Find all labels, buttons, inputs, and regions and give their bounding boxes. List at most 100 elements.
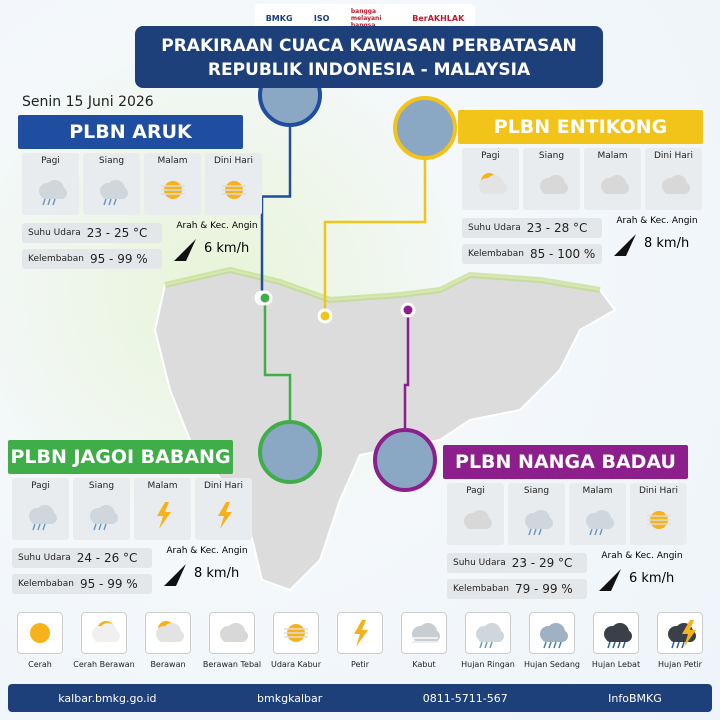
logo: BerAKHLAK	[412, 13, 465, 23]
legend-item: Hujan Sedang	[520, 612, 584, 669]
cloud	[663, 186, 688, 194]
info-value: 95 - 99 %	[79, 577, 138, 591]
period-card: Dini Hari	[645, 148, 702, 210]
social[interactable]: bmkgkalbar	[257, 691, 323, 705]
cloud	[30, 516, 55, 524]
logo: bangga melayani bangsa	[350, 7, 382, 29]
legend-item: Cerah	[8, 612, 72, 669]
period-card: Siang	[523, 148, 580, 210]
legend-icon	[529, 612, 575, 654]
info-value: 23 - 29 °C	[511, 556, 573, 570]
period-card: Malam	[134, 478, 191, 540]
weather-icon	[646, 511, 671, 529]
wind-value: 8 km/h	[644, 236, 690, 251]
cloud	[478, 634, 502, 642]
cloud	[40, 191, 65, 199]
info-value: 85 - 100 %	[529, 247, 596, 261]
period-label: Pagi	[31, 481, 50, 491]
period-label: Siang	[538, 151, 565, 161]
legend-icon	[17, 612, 63, 654]
period-label: Pagi	[41, 156, 60, 166]
legend-item: Petir	[328, 612, 392, 669]
period-label: Dini Hari	[639, 486, 678, 496]
wind-label: Arah & Kec. Angin	[176, 221, 258, 231]
weather-icon	[585, 510, 614, 536]
period-label: Siang	[98, 156, 125, 166]
weather-icon	[539, 175, 568, 194]
wind-value: 6 km/h	[629, 571, 675, 586]
wind-label: Arah & Kec. Angin	[166, 546, 248, 556]
rain	[617, 641, 621, 649]
period-label: Malam	[157, 156, 188, 166]
station-panel: PLBN ARUK Pagi Siang Malam Dini Hari Suhu Uda…	[18, 115, 268, 280]
rain	[537, 528, 542, 536]
weather-icon	[478, 173, 507, 194]
legend-icon	[657, 612, 703, 654]
logo: ISO	[313, 13, 330, 23]
location-pin	[400, 302, 416, 318]
rain	[41, 523, 46, 531]
rain	[622, 641, 626, 649]
rain	[51, 198, 56, 206]
legend-label: Hujan Lebat	[591, 660, 641, 669]
info-row: Kelembaban 95 - 99 %	[12, 574, 152, 594]
info-row: Kelembaban 85 - 100 %	[462, 244, 602, 264]
arrow	[599, 569, 621, 591]
period-card: Malam	[144, 153, 201, 215]
station-panel: PLBN JAGOI BABANG Pagi Siang Malam Dini Hari…	[8, 440, 258, 605]
date: Senin 15 Juni 2026	[22, 94, 154, 110]
legend-item: Berawan	[136, 612, 200, 669]
weather-icon	[220, 623, 248, 642]
station-name: PLBN JAGOI BABANG	[8, 440, 233, 474]
rain	[479, 641, 483, 649]
rain	[36, 523, 41, 531]
legend-label: Berawan	[150, 660, 186, 669]
sun	[30, 623, 50, 643]
info-label: Suhu Udara	[28, 228, 81, 238]
rain	[31, 523, 36, 531]
info-row: Kelembaban 79 - 99 %	[447, 579, 587, 599]
wind-box: Arah & Kec. Angin 6 km/h	[168, 221, 266, 271]
weather-icon	[412, 623, 440, 643]
period-card: Pagi	[12, 478, 69, 540]
wind-value: 8 km/h	[194, 566, 240, 581]
legend-item: Hujan Petir	[648, 612, 712, 669]
weather-icon	[38, 180, 67, 206]
rain	[612, 641, 616, 649]
cloud	[526, 521, 551, 529]
logo: BMKG	[265, 13, 293, 23]
period-card: Malam	[569, 483, 626, 545]
legend-label: Kabut	[412, 660, 436, 669]
legend-label: Berawan Tebal	[202, 660, 262, 669]
app[interactable]: InfoBMKG	[608, 691, 662, 705]
info-label: Kelembaban	[18, 579, 74, 589]
cloud	[101, 191, 126, 199]
weather-icon	[540, 623, 568, 649]
weather-icon	[221, 181, 246, 199]
weather-icon	[160, 181, 185, 199]
period-card: Dini Hari	[205, 153, 262, 215]
legend-icon	[145, 612, 191, 654]
cloud	[91, 516, 116, 524]
weather-icon	[217, 502, 232, 529]
period-card: Malam	[584, 148, 641, 210]
cloud	[158, 634, 182, 642]
legend-item: Hujan Lebat	[584, 612, 648, 669]
arrow	[164, 564, 186, 586]
wind-box: Arah & Kec. Angin 8 km/h	[608, 216, 706, 266]
legend-icon	[209, 612, 255, 654]
info-label: Suhu Udara	[468, 223, 521, 233]
wind-box: Arah & Kec. Angin 6 km/h	[593, 551, 691, 601]
phone[interactable]: 0811-5711-567	[422, 691, 508, 705]
cloud	[465, 521, 490, 529]
rain	[588, 528, 593, 536]
rain	[102, 198, 107, 206]
wind-arrow	[599, 569, 621, 591]
legend-icon	[593, 612, 639, 654]
website[interactable]: kalbar.bmkg.go.id	[58, 691, 157, 705]
lightning	[682, 620, 696, 647]
legend-icon	[81, 612, 127, 654]
rain	[553, 641, 557, 649]
weather-icon	[156, 621, 184, 642]
